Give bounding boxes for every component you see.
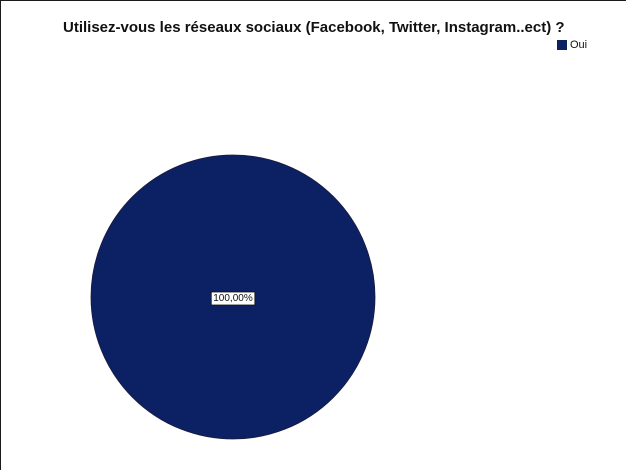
data-label-box <box>210 291 256 306</box>
legend-label-oui: Oui <box>570 39 588 51</box>
data-label-oui: 100,00% <box>210 291 256 306</box>
chart-legend: Oui <box>557 39 587 51</box>
pie-data-labels: 100,00% <box>210 291 256 306</box>
data-label-text: 100,00% <box>213 293 253 304</box>
legend-swatch-oui <box>557 40 567 50</box>
chart-title: Utilisez-vous les réseaux sociaux (Faceb… <box>63 19 565 36</box>
